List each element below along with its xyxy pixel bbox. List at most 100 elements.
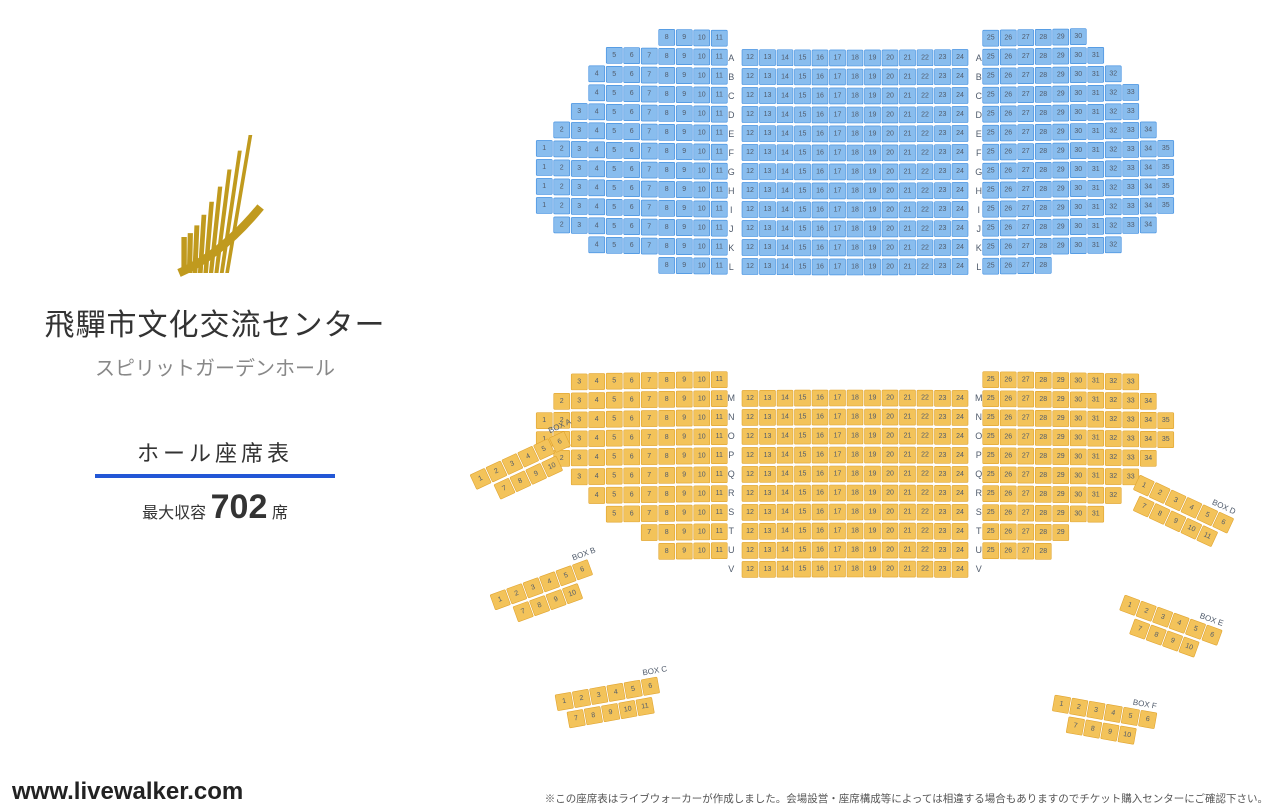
svg-text:7: 7: [647, 186, 651, 193]
svg-text:6: 6: [630, 128, 634, 135]
svg-text:9: 9: [682, 472, 686, 479]
svg-text:12: 12: [746, 490, 754, 497]
svg-text:22: 22: [921, 528, 929, 535]
svg-text:28: 28: [1039, 434, 1047, 441]
svg-text:9: 9: [682, 129, 686, 136]
svg-text:4: 4: [595, 222, 599, 229]
svg-text:27: 27: [1022, 529, 1030, 536]
svg-text:V: V: [728, 564, 734, 574]
svg-text:22: 22: [921, 187, 929, 194]
svg-text:20: 20: [886, 225, 894, 232]
svg-text:20: 20: [886, 54, 894, 61]
svg-text:12: 12: [746, 395, 754, 402]
svg-text:20: 20: [886, 490, 894, 497]
svg-text:24: 24: [956, 54, 964, 61]
svg-text:32: 32: [1109, 203, 1117, 210]
svg-text:26: 26: [1004, 129, 1012, 136]
svg-text:13: 13: [764, 206, 772, 213]
svg-text:18: 18: [851, 509, 859, 516]
svg-text:10: 10: [698, 205, 706, 212]
svg-text:15: 15: [799, 509, 807, 516]
svg-text:25: 25: [987, 490, 995, 497]
svg-text:21: 21: [904, 471, 912, 478]
svg-text:12: 12: [746, 471, 754, 478]
svg-text:34: 34: [1144, 436, 1152, 443]
svg-text:10: 10: [698, 452, 706, 459]
svg-text:24: 24: [956, 187, 964, 194]
svg-text:18: 18: [851, 169, 859, 176]
svg-text:13: 13: [764, 73, 772, 80]
svg-text:26: 26: [1004, 452, 1012, 459]
svg-text:17: 17: [834, 433, 842, 440]
svg-text:10: 10: [698, 262, 706, 269]
svg-text:14: 14: [781, 452, 789, 459]
svg-text:1: 1: [542, 202, 546, 209]
svg-text:30: 30: [1074, 453, 1082, 460]
svg-text:17: 17: [834, 92, 842, 99]
svg-text:14: 14: [781, 54, 789, 61]
svg-text:18: 18: [851, 150, 859, 157]
svg-text:21: 21: [904, 433, 912, 440]
svg-text:7: 7: [647, 529, 651, 536]
svg-text:23: 23: [939, 395, 947, 402]
svg-text:27: 27: [1022, 434, 1030, 441]
svg-text:11: 11: [716, 111, 723, 118]
svg-text:16: 16: [816, 433, 824, 440]
svg-text:21: 21: [904, 225, 912, 232]
svg-text:33: 33: [1127, 378, 1135, 385]
svg-text:3: 3: [577, 378, 581, 385]
svg-text:13: 13: [764, 263, 772, 270]
svg-text:12: 12: [746, 263, 754, 270]
svg-text:20: 20: [886, 395, 894, 402]
svg-text:23: 23: [939, 187, 947, 194]
svg-text:19: 19: [869, 54, 877, 61]
svg-text:27: 27: [1022, 396, 1030, 403]
svg-text:A: A: [728, 53, 734, 63]
svg-text:14: 14: [781, 92, 789, 99]
svg-text:30: 30: [1074, 52, 1082, 59]
svg-text:32: 32: [1109, 416, 1117, 423]
svg-text:16: 16: [816, 54, 824, 61]
svg-text:28: 28: [1039, 415, 1047, 422]
svg-text:23: 23: [939, 433, 947, 440]
svg-text:10: 10: [698, 167, 706, 174]
svg-text:32: 32: [1109, 378, 1117, 385]
svg-text:4: 4: [595, 397, 599, 404]
svg-text:26: 26: [1004, 72, 1012, 79]
svg-text:30: 30: [1074, 109, 1082, 116]
svg-text:29: 29: [1057, 167, 1065, 174]
svg-text:17: 17: [834, 509, 842, 516]
svg-text:17: 17: [834, 149, 842, 156]
svg-text:25: 25: [987, 509, 995, 516]
svg-text:27: 27: [1022, 148, 1030, 155]
svg-text:34: 34: [1144, 145, 1152, 152]
svg-text:25: 25: [987, 376, 995, 383]
svg-text:27: 27: [1022, 510, 1030, 517]
svg-text:S: S: [728, 507, 734, 517]
svg-text:17: 17: [834, 73, 842, 80]
svg-text:6: 6: [630, 147, 634, 154]
svg-text:20: 20: [886, 168, 894, 175]
svg-text:8: 8: [665, 243, 669, 250]
svg-text:10: 10: [698, 528, 706, 535]
svg-text:20: 20: [886, 471, 894, 478]
svg-text:13: 13: [764, 149, 772, 156]
svg-text:6: 6: [630, 434, 634, 441]
svg-text:15: 15: [799, 244, 807, 251]
svg-text:7: 7: [647, 110, 651, 117]
svg-text:13: 13: [764, 471, 772, 478]
svg-text:26: 26: [1004, 148, 1012, 155]
svg-text:8: 8: [665, 186, 669, 193]
svg-text:27: 27: [1022, 243, 1030, 250]
svg-text:24: 24: [956, 206, 964, 213]
svg-text:E: E: [728, 129, 734, 139]
svg-text:O: O: [728, 431, 735, 441]
svg-text:3: 3: [577, 397, 581, 404]
svg-text:5: 5: [612, 71, 616, 78]
svg-text:19: 19: [869, 206, 877, 213]
svg-text:28: 28: [1039, 472, 1047, 479]
svg-text:14: 14: [781, 244, 789, 251]
svg-text:35: 35: [1162, 417, 1170, 424]
svg-text:12: 12: [746, 566, 754, 573]
svg-text:30: 30: [1074, 242, 1082, 249]
